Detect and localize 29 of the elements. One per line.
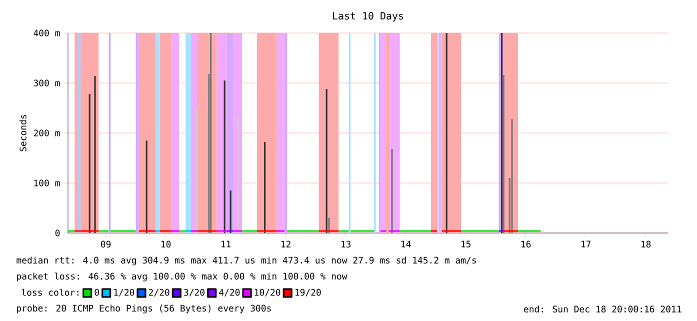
y-tick-label: 400 m	[34, 30, 60, 36]
x-tick-label: 14	[401, 240, 411, 248]
x-tick-label: 16	[521, 240, 531, 248]
x-tick-label: 18	[641, 240, 651, 248]
x-tick-label: 10	[161, 240, 171, 248]
y-tick-label: 0	[55, 230, 60, 236]
y-axis-title: Seconds	[19, 114, 26, 152]
x-tick-label: 15	[461, 240, 470, 248]
y-tick-label: 300 m	[34, 80, 60, 86]
legend-label: 10/20	[254, 288, 280, 296]
legend-label: 2/20	[148, 288, 170, 296]
legend-label: 19/20	[295, 288, 321, 296]
legend-label: 4/20	[219, 288, 240, 296]
x-tick-label: 13	[341, 240, 351, 248]
x-tick-label: 11	[221, 240, 231, 248]
legend-label: 1/20	[114, 288, 134, 296]
x-tick-label: 09	[100, 240, 111, 248]
y-tick-label: 200 m	[34, 130, 60, 136]
text: packet loss: 46.36 % avg 100.00 % max 0.00 % min 100.00 % now	[17, 272, 348, 282]
text: probe: 20 ICMP Echo Pings (56 Bytes) every 300s	[17, 304, 271, 314]
y-tick-label: 100 m	[34, 180, 60, 186]
chart-title: Last 10 Days	[333, 12, 404, 22]
x-tick-label: 17	[581, 240, 591, 248]
text: end: Sun Dec 18 20:00:16 2011	[524, 306, 682, 312]
legend-label: 0	[94, 288, 99, 296]
legend-label: 3/20	[184, 288, 204, 296]
x-tick-label: 12	[281, 240, 290, 248]
text: median rtt: 4.0 ms avg 304.9 ms max 411.7 us min 473.4 us now 27.9 ms sd 145.2 m am/s	[16, 256, 476, 266]
legend-title: loss color:	[22, 288, 78, 296]
